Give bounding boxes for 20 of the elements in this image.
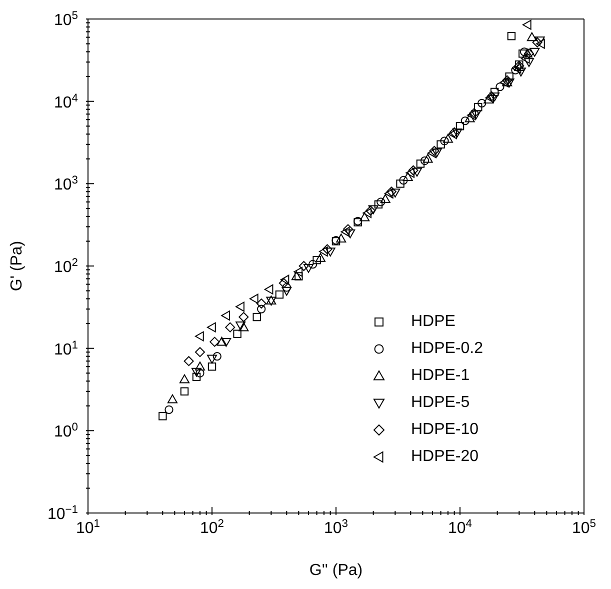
y-tick-label: 10$^{4}$ (54, 92, 78, 112)
y-tick-label: 10$^{2}$ (54, 257, 78, 276)
y-tick-label: 10$^{−1}$ (47, 504, 78, 523)
x-tick-label: 10$^{1}$ (76, 518, 100, 537)
legend-label: HDPE (410, 312, 456, 330)
y-tick-label: 10$^{5}$ (54, 10, 78, 29)
legend-label: HDPE-1 (410, 366, 470, 384)
x-tick-label: 10$^{4}$ (448, 518, 472, 537)
y-tick-label: 10$^{1}$ (54, 339, 78, 358)
x-tick-label: 10$^{2}$ (200, 518, 224, 537)
legend-label: HDPE-20 (410, 448, 479, 466)
legend-label: HDPE-5 (410, 394, 470, 412)
x-tick-label: 10$^{5}$ (572, 518, 596, 537)
legend-label: HDPE-10 (410, 420, 479, 438)
x-axis-title: G'' (Pa) (309, 562, 363, 579)
y-tick-label: 10$^{0}$ (54, 422, 78, 441)
legend-label: HDPE-0.2 (410, 340, 483, 358)
x-tick-label: 10$^{3}$ (324, 518, 348, 537)
y-axis-title: G' (Pa) (8, 240, 26, 292)
y-tick-label: 10$^{3}$ (54, 174, 78, 194)
